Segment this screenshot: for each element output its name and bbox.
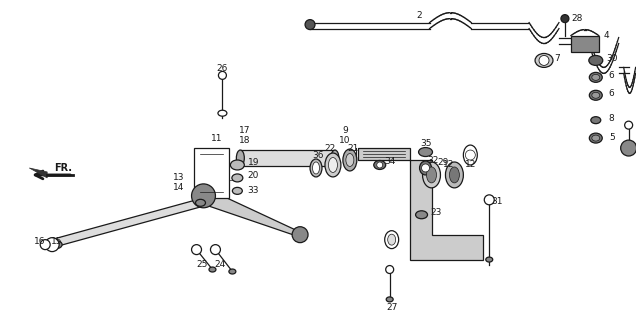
Circle shape (40, 240, 50, 250)
Text: 7: 7 (554, 54, 560, 63)
Ellipse shape (419, 148, 433, 156)
Text: 35: 35 (421, 139, 433, 148)
Ellipse shape (229, 269, 236, 274)
Text: 17: 17 (239, 126, 250, 135)
Text: 9: 9 (342, 126, 348, 135)
Ellipse shape (325, 153, 341, 177)
Ellipse shape (331, 150, 339, 166)
Text: 24: 24 (215, 260, 226, 269)
Text: 20: 20 (248, 172, 259, 180)
Polygon shape (358, 148, 483, 260)
Ellipse shape (463, 145, 477, 165)
Text: 16: 16 (34, 237, 45, 246)
Text: 28: 28 (571, 14, 583, 23)
Text: 12: 12 (464, 160, 476, 170)
Text: 29: 29 (438, 158, 449, 167)
Text: 5: 5 (609, 132, 615, 141)
Ellipse shape (231, 160, 245, 170)
Ellipse shape (232, 174, 243, 182)
Ellipse shape (313, 162, 320, 174)
Circle shape (218, 71, 226, 79)
Ellipse shape (374, 161, 386, 170)
Ellipse shape (445, 162, 463, 188)
Ellipse shape (233, 188, 242, 194)
Circle shape (625, 121, 633, 129)
Polygon shape (571, 36, 599, 52)
Ellipse shape (388, 234, 396, 245)
Text: 19: 19 (248, 158, 259, 167)
Text: 30: 30 (606, 54, 617, 63)
Ellipse shape (592, 74, 600, 80)
Text: 27: 27 (386, 303, 397, 312)
Ellipse shape (422, 162, 440, 188)
Text: 18: 18 (239, 136, 250, 145)
Text: 34: 34 (384, 157, 396, 166)
Text: 10: 10 (339, 136, 350, 145)
Text: 14: 14 (173, 183, 184, 192)
Ellipse shape (420, 161, 431, 175)
Text: 8: 8 (609, 114, 615, 123)
Text: 26: 26 (217, 64, 228, 73)
Text: 33: 33 (248, 186, 259, 196)
Ellipse shape (486, 257, 493, 262)
Ellipse shape (415, 211, 427, 219)
Ellipse shape (589, 72, 602, 82)
Circle shape (539, 55, 549, 65)
Ellipse shape (310, 159, 322, 177)
Text: 31: 31 (492, 197, 503, 206)
Polygon shape (47, 199, 201, 248)
Circle shape (45, 238, 59, 252)
Circle shape (192, 184, 215, 208)
Ellipse shape (535, 53, 553, 68)
Circle shape (386, 266, 394, 274)
Ellipse shape (592, 135, 600, 141)
Circle shape (484, 195, 494, 205)
Circle shape (422, 164, 429, 172)
Text: 21: 21 (347, 144, 359, 153)
Text: 15: 15 (52, 237, 63, 246)
Circle shape (210, 244, 220, 255)
Text: 4: 4 (604, 31, 610, 40)
Ellipse shape (329, 157, 338, 172)
Text: 11: 11 (211, 133, 222, 143)
Ellipse shape (196, 199, 206, 206)
Polygon shape (240, 150, 335, 166)
Ellipse shape (346, 154, 354, 166)
Circle shape (292, 227, 308, 243)
Ellipse shape (589, 90, 602, 100)
Bar (194, 148, 229, 198)
Polygon shape (29, 168, 47, 178)
Circle shape (305, 20, 315, 29)
Ellipse shape (218, 110, 227, 116)
Circle shape (192, 244, 201, 255)
Ellipse shape (590, 117, 601, 124)
Text: 22: 22 (324, 144, 336, 153)
Ellipse shape (589, 55, 603, 65)
Circle shape (376, 162, 383, 168)
Circle shape (620, 140, 636, 156)
Ellipse shape (50, 241, 62, 249)
Ellipse shape (209, 267, 216, 272)
Ellipse shape (343, 149, 357, 171)
Text: 12: 12 (443, 160, 454, 170)
Ellipse shape (589, 133, 602, 143)
Ellipse shape (592, 92, 600, 98)
Text: 25: 25 (197, 260, 208, 269)
Text: 23: 23 (431, 208, 442, 217)
Ellipse shape (450, 167, 459, 183)
Text: 6: 6 (609, 89, 615, 98)
Ellipse shape (385, 231, 399, 249)
Polygon shape (201, 188, 301, 237)
Text: 13: 13 (173, 173, 184, 182)
Text: 6: 6 (609, 71, 615, 80)
Circle shape (561, 15, 569, 23)
Text: FR.: FR. (54, 163, 72, 173)
Ellipse shape (427, 167, 436, 183)
Ellipse shape (386, 297, 393, 302)
Text: 2: 2 (417, 11, 422, 20)
Ellipse shape (236, 150, 245, 166)
Text: 36: 36 (312, 150, 324, 160)
Text: 32: 32 (427, 156, 438, 164)
Circle shape (466, 150, 475, 160)
